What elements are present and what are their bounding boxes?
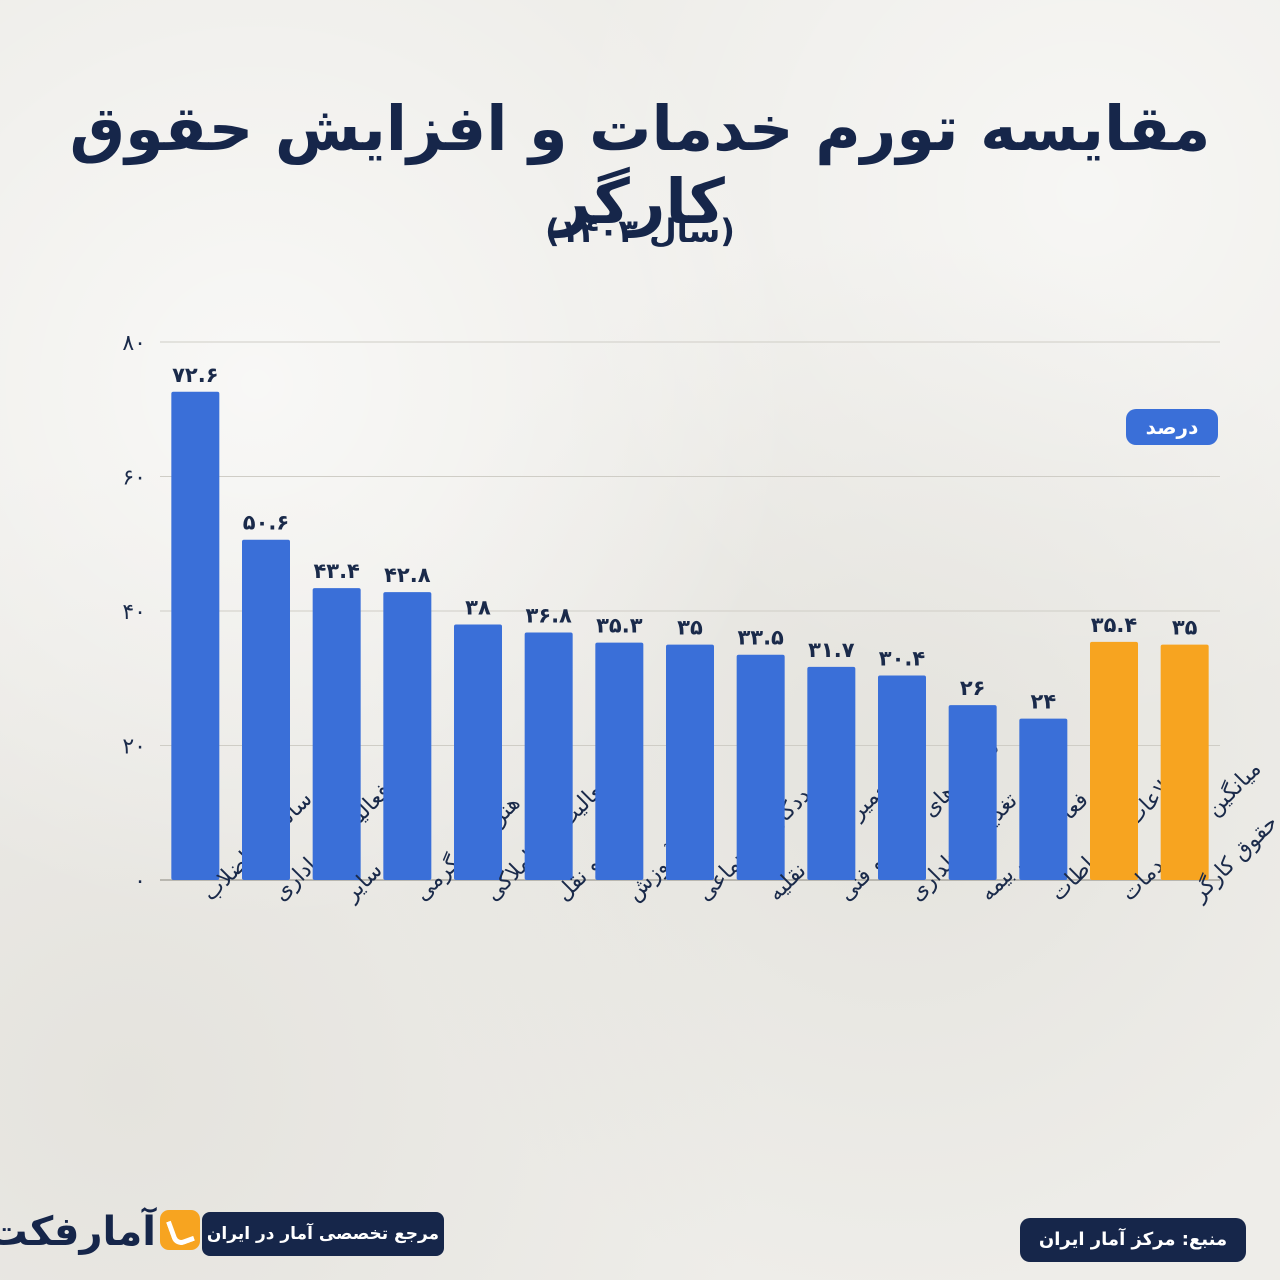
bar xyxy=(1090,641,1138,880)
bar xyxy=(878,675,926,880)
y-tick-label: ۶۰ xyxy=(122,466,146,491)
data-label: ۷۲.۶ xyxy=(172,363,218,387)
y-tick-label: ۲۰ xyxy=(122,735,146,760)
data-label: ۲۴ xyxy=(1031,690,1057,714)
bar xyxy=(454,624,502,880)
brand-mark-icon xyxy=(160,1210,200,1250)
y-tick-label: ۰ xyxy=(134,869,146,894)
data-label: ۴۲.۸ xyxy=(384,563,431,587)
tagline-badge: مرجع تخصصی آمار در ایران xyxy=(202,1212,444,1256)
bar xyxy=(948,705,997,880)
bar xyxy=(524,632,573,880)
bar xyxy=(383,592,432,880)
data-label: ۳۵.۴ xyxy=(1091,613,1138,637)
bar xyxy=(242,539,290,880)
brand-logo: آمارفکت xyxy=(0,1206,200,1262)
data-label: ۳۱.۷ xyxy=(808,638,855,662)
bar xyxy=(312,588,361,880)
data-label: ۳۳.۵ xyxy=(737,626,784,650)
chart-title: مقایسه تورم خدمات و افزایش حقوق کارگر xyxy=(69,92,1211,238)
unit-badge: درصد xyxy=(1126,409,1218,445)
data-label: ۳۵ xyxy=(677,616,703,640)
brand-name: آمارفکت xyxy=(0,1209,156,1255)
bar xyxy=(736,654,785,880)
source-badge: منبع: مرکز آمار ایران xyxy=(1020,1218,1246,1262)
data-label: ۳۰.۴ xyxy=(879,647,926,671)
data-label: ۴۳.۴ xyxy=(313,559,360,583)
bar xyxy=(666,644,714,880)
bar xyxy=(1160,644,1209,880)
data-label: ۳۵.۳ xyxy=(596,614,643,638)
y-tick-label: ۴۰ xyxy=(122,600,146,625)
bar xyxy=(171,391,220,880)
data-label: ۲۶ xyxy=(960,676,986,700)
data-label: ۳۵ xyxy=(1172,616,1198,640)
data-label: ۵۰.۶ xyxy=(243,511,289,535)
bar xyxy=(1019,718,1068,880)
bar xyxy=(595,642,644,880)
y-tick-label: ۸۰ xyxy=(122,331,146,356)
bar xyxy=(807,666,856,880)
data-label: ۳۶.۸ xyxy=(525,604,572,628)
chart-subtitle: (سال ۱۴۰۳) xyxy=(545,212,735,250)
data-label: ۳۸ xyxy=(465,595,491,619)
